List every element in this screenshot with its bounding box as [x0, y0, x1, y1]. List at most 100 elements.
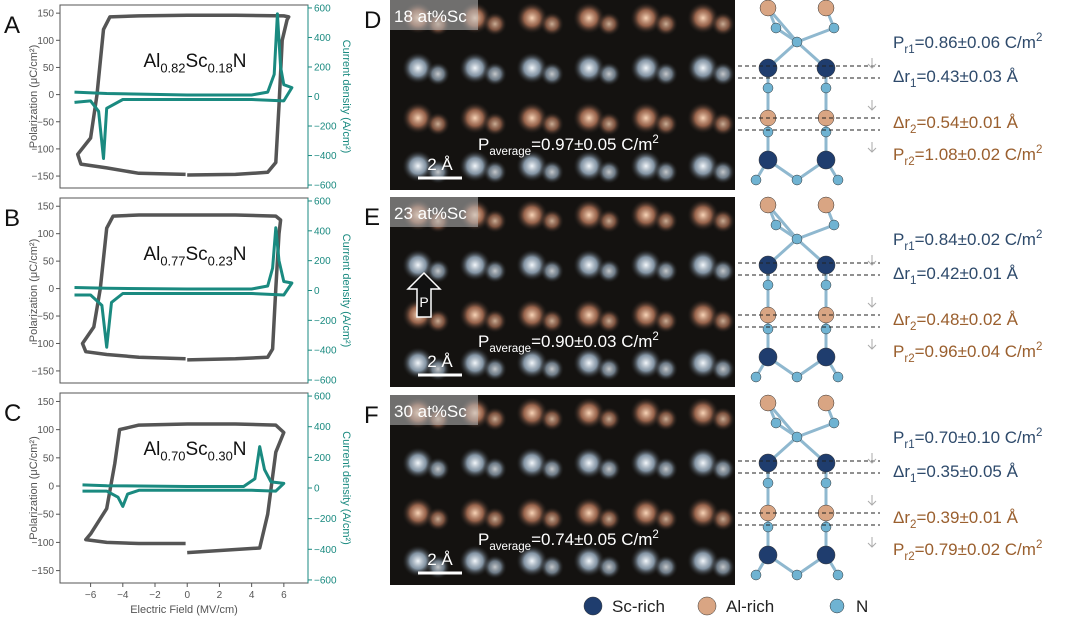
atom-column: [573, 447, 605, 479]
shift-arrow: [867, 453, 877, 464]
rich-text: Paverage=0.74±0.05 C/m2: [478, 529, 659, 553]
atom: [791, 431, 803, 443]
shift-arrow: [867, 142, 877, 153]
atom: [770, 417, 782, 429]
y2-tick-label: 200: [314, 453, 331, 464]
atom-column: [573, 249, 605, 281]
rich-text: Pr1=0.70±0.10 C/m2: [893, 427, 1042, 451]
y2-tick-label: 400: [314, 422, 331, 433]
atom-column: [654, 62, 678, 86]
text-segment: average: [489, 343, 531, 355]
rich-text: Pr1=0.86±0.06 C/m2: [893, 32, 1042, 56]
x-tick-label: −4: [117, 590, 129, 601]
atom: [820, 279, 832, 291]
scale-label: 2 Å: [427, 550, 453, 569]
shift-arrow: [867, 495, 877, 506]
atom-column: [573, 545, 605, 577]
atom-column: [573, 397, 605, 429]
text-segment: Δr: [893, 462, 910, 481]
atom-column: [687, 447, 719, 479]
atom: [828, 219, 840, 231]
text-segment: P: [893, 342, 904, 361]
atom-column: [687, 545, 719, 577]
text-segment: P: [893, 540, 904, 559]
x-tick-label: 4: [249, 590, 255, 601]
text-segment: r1: [904, 241, 914, 253]
text-segment: 2: [910, 519, 916, 531]
atom-column: [654, 457, 678, 481]
atom-column: [573, 2, 605, 34]
text-segment: 0.23: [208, 254, 233, 269]
rich-text: Paverage=0.90±0.03 C/m2: [478, 331, 659, 355]
data-line: [84, 422, 286, 555]
panel-label: B: [4, 205, 20, 232]
rich-text: Δr2=0.39±0.01 Å: [893, 508, 1019, 531]
text-segment: Sc: [185, 51, 207, 72]
data-line: [74, 12, 294, 160]
text-segment: 1: [910, 78, 916, 90]
text-segment: =0.97±0.05 C/m: [531, 135, 652, 154]
atom-column: [573, 347, 605, 379]
atom: [750, 174, 762, 186]
atom-column: [459, 497, 491, 529]
text-segment: =0.35±0.05 Å: [916, 462, 1018, 481]
y-axis-label: Polarization (μC/cm²): [28, 436, 40, 540]
y-tick-label: 150: [37, 202, 54, 213]
y2-tick-label: 0: [314, 92, 320, 103]
atom: [762, 82, 774, 94]
atom-column: [687, 2, 719, 34]
text-segment: Δr: [893, 264, 910, 283]
atom-column: [516, 545, 548, 577]
scale-label: 2 Å: [427, 352, 453, 371]
atom-column: [516, 447, 548, 479]
text-segment: average: [489, 146, 531, 158]
atom-column: [687, 150, 719, 182]
atom: [820, 126, 832, 138]
text-segment: 2: [1036, 229, 1042, 241]
atom-column: [540, 62, 564, 86]
text-segment: 2: [1036, 32, 1042, 44]
y2-tick-label: 0: [314, 484, 320, 495]
panel-label: A: [4, 12, 20, 39]
legend-swatch: [697, 596, 717, 616]
legend-swatch: [583, 596, 603, 616]
bond: [796, 421, 835, 439]
atom: [758, 347, 778, 367]
y-tick-label: −50: [37, 312, 54, 323]
text-segment: =0.84±0.02 C/m: [915, 230, 1036, 249]
text-segment: Δr: [893, 508, 910, 527]
text-segment: =0.42±0.01 Å: [916, 264, 1018, 283]
text-segment: P: [478, 332, 489, 351]
text-segment: 2: [1036, 144, 1042, 156]
y2-tick-label: −400: [314, 346, 337, 357]
atom-column: [516, 497, 548, 529]
panel-label: F: [364, 402, 379, 429]
atom-column: [402, 150, 434, 182]
atom-column: [711, 457, 735, 481]
atom-column: [402, 52, 434, 84]
y2-tick-label: 200: [314, 62, 331, 73]
data-line: [75, 13, 291, 177]
atom: [828, 22, 840, 34]
atom-column: [711, 112, 735, 136]
atom-column: [540, 357, 564, 381]
atom-column: [654, 309, 678, 333]
y2-tick-label: 600: [314, 196, 331, 207]
atom: [762, 323, 774, 335]
atom: [816, 58, 836, 78]
y2-tick-label: −600: [314, 575, 337, 586]
text-segment: =0.79±0.02 C/m: [915, 540, 1036, 559]
atom-column: [483, 407, 507, 431]
bond: [796, 26, 835, 44]
atom-column: [483, 160, 507, 184]
atom-column: [459, 347, 491, 379]
atom: [762, 521, 774, 533]
atom-column: [654, 407, 678, 431]
y-tick-label: 100: [37, 229, 54, 240]
y-tick-label: 100: [37, 36, 54, 47]
y-tick-label: 100: [37, 425, 54, 436]
atom-column: [483, 457, 507, 481]
text-segment: 0.70: [160, 449, 185, 464]
atom-column: [573, 497, 605, 529]
panel-label: E: [364, 204, 380, 231]
